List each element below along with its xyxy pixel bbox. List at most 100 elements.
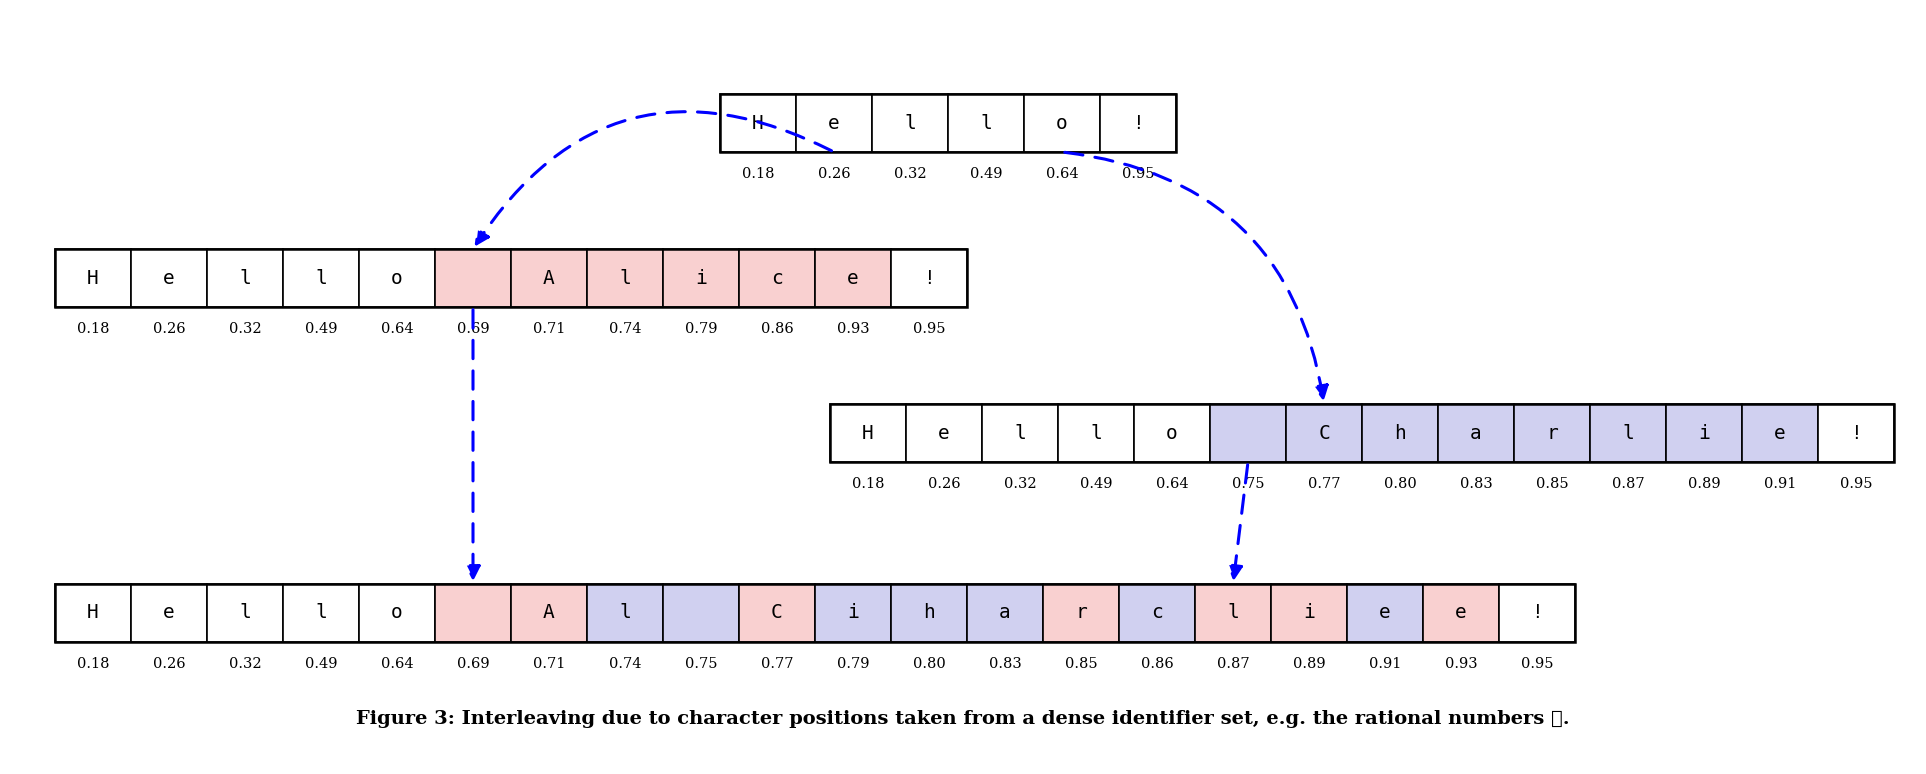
Text: 0.49: 0.49 — [304, 322, 337, 336]
Bar — [1818, 404, 1893, 462]
Text: l: l — [1227, 604, 1238, 622]
Text: 0.89: 0.89 — [1292, 657, 1325, 671]
Bar — [587, 249, 663, 307]
Text: 0.83: 0.83 — [1460, 477, 1493, 491]
Text: 0.18: 0.18 — [742, 167, 774, 181]
Text: 0.91: 0.91 — [1369, 657, 1402, 671]
Bar — [740, 249, 815, 307]
Text: 0.69: 0.69 — [456, 657, 489, 671]
Text: 0.87: 0.87 — [1217, 657, 1250, 671]
Text: C: C — [770, 604, 782, 622]
Text: H: H — [863, 423, 874, 443]
Text: l: l — [239, 604, 250, 622]
Text: 0.64: 0.64 — [1046, 167, 1079, 181]
Text: l: l — [1015, 423, 1027, 443]
Text: 0.77: 0.77 — [761, 657, 794, 671]
Bar — [720, 94, 795, 152]
Text: e: e — [1774, 423, 1785, 443]
Text: r: r — [1075, 604, 1086, 622]
Bar — [1119, 584, 1194, 642]
Bar — [663, 249, 740, 307]
Text: 0.18: 0.18 — [77, 322, 110, 336]
Bar — [720, 94, 1177, 152]
Text: 0.49: 0.49 — [304, 657, 337, 671]
Text: c: c — [770, 269, 782, 287]
Text: !: ! — [1851, 423, 1862, 443]
Bar — [892, 249, 967, 307]
Text: 0.86: 0.86 — [1140, 657, 1173, 671]
Bar — [872, 94, 948, 152]
Text: 0.74: 0.74 — [609, 657, 641, 671]
Text: h: h — [1394, 423, 1406, 443]
Text: r: r — [1547, 423, 1558, 443]
Text: 0.32: 0.32 — [229, 657, 262, 671]
Text: o: o — [391, 269, 403, 287]
Bar — [510, 249, 587, 307]
FancyArrowPatch shape — [476, 111, 832, 244]
Text: o: o — [1165, 423, 1179, 443]
Text: e: e — [1379, 604, 1391, 622]
Text: 0.26: 0.26 — [152, 322, 185, 336]
Text: o: o — [391, 604, 403, 622]
Bar — [1134, 404, 1210, 462]
Bar — [1025, 94, 1100, 152]
Text: l: l — [1622, 423, 1633, 443]
Text: !: ! — [923, 269, 934, 287]
Text: e: e — [1456, 604, 1468, 622]
Bar — [56, 249, 967, 307]
Text: A: A — [543, 269, 555, 287]
Text: e: e — [938, 423, 950, 443]
Text: 0.18: 0.18 — [851, 477, 884, 491]
Text: H: H — [87, 604, 98, 622]
Bar — [948, 94, 1025, 152]
Text: 0.93: 0.93 — [836, 322, 869, 336]
Text: 0.77: 0.77 — [1308, 477, 1340, 491]
FancyArrowPatch shape — [466, 310, 480, 578]
Text: i: i — [1304, 604, 1315, 622]
Text: o: o — [1055, 114, 1067, 132]
Text: 0.85: 0.85 — [1535, 477, 1568, 491]
Bar — [1514, 404, 1591, 462]
Text: 0.49: 0.49 — [1080, 477, 1111, 491]
Text: a: a — [1470, 423, 1481, 443]
FancyArrowPatch shape — [1065, 152, 1327, 398]
Text: 0.71: 0.71 — [534, 657, 564, 671]
Bar — [435, 584, 510, 642]
Bar — [815, 249, 892, 307]
Text: l: l — [980, 114, 992, 132]
Text: l: l — [316, 604, 327, 622]
Text: 0.87: 0.87 — [1612, 477, 1645, 491]
Text: 0.80: 0.80 — [913, 657, 946, 671]
Text: i: i — [695, 269, 707, 287]
Bar — [1194, 584, 1271, 642]
Text: 0.18: 0.18 — [77, 657, 110, 671]
Bar — [830, 404, 905, 462]
Bar — [892, 584, 967, 642]
Bar — [206, 249, 283, 307]
Text: 0.85: 0.85 — [1065, 657, 1098, 671]
Bar — [56, 249, 131, 307]
Text: 0.32: 0.32 — [229, 322, 262, 336]
Bar — [967, 584, 1044, 642]
Text: l: l — [618, 269, 632, 287]
Text: 0.26: 0.26 — [152, 657, 185, 671]
Bar — [587, 584, 663, 642]
Bar — [56, 584, 131, 642]
Bar — [1666, 404, 1741, 462]
Text: 0.64: 0.64 — [381, 657, 414, 671]
FancyArrowPatch shape — [1229, 464, 1248, 578]
Text: 0.69: 0.69 — [456, 322, 489, 336]
Bar — [131, 249, 206, 307]
Text: 0.83: 0.83 — [988, 657, 1021, 671]
Bar — [131, 584, 206, 642]
Bar — [56, 584, 1575, 642]
Bar — [1044, 584, 1119, 642]
Bar — [1439, 404, 1514, 462]
Text: l: l — [1090, 423, 1102, 443]
Bar — [435, 249, 510, 307]
Text: 0.79: 0.79 — [836, 657, 869, 671]
Bar — [1591, 404, 1666, 462]
Text: 0.71: 0.71 — [534, 322, 564, 336]
Text: 0.95: 0.95 — [1522, 657, 1552, 671]
Text: 0.80: 0.80 — [1383, 477, 1416, 491]
